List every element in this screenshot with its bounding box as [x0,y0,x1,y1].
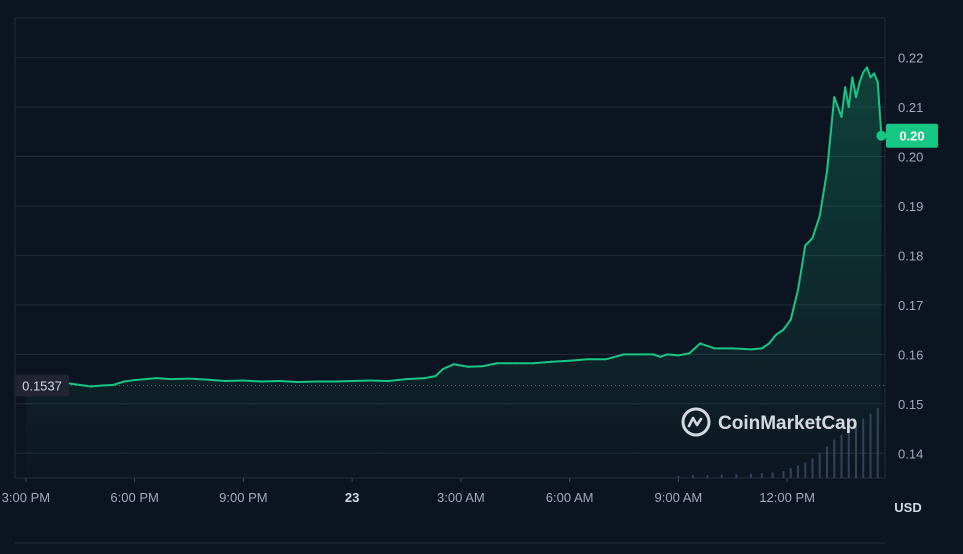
x-tick-label: 12:00 PM [759,490,815,505]
price-line-segment [189,379,207,380]
x-tick-label: 3:00 AM [437,490,485,505]
y-tick-label: 0.15 [898,397,923,412]
y-tick-label: 0.21 [898,100,923,115]
y-tick-label: 0.17 [898,298,923,313]
y-tick-label: 0.14 [898,446,923,461]
y-tick-label: 0.22 [898,51,923,66]
price-line-segment [751,348,762,349]
price-line-segment [146,378,157,379]
y-tick-label: 0.16 [898,347,923,362]
price-line-segment [733,348,751,349]
x-tick-label: 9:00 PM [219,490,267,505]
x-tick-label: 6:00 AM [546,490,594,505]
start-price-label: 0.1537 [22,379,62,394]
y-tick-label: 0.19 [898,199,923,214]
price-line-segment [156,378,171,379]
current-price-dot [876,131,886,141]
price-line-segment [135,379,146,380]
x-tick-label: 9:00 AM [655,490,703,505]
x-tick-label: 6:00 PM [110,490,158,505]
x-tick-label: 3:00 PM [2,490,50,505]
price-line-segment [91,386,102,387]
y-axis: 0.22 0.21 0.20 0.19 0.18 0.17 0.16 0.15 0.14 [898,51,923,462]
price-line-segment [407,378,425,379]
current-price-badge: 0.20 [886,124,938,148]
y-tick-label: 0.20 [898,149,923,164]
watermark-text: CoinMarketCap [718,413,857,434]
currency-label: USD [894,500,921,515]
price-line-segment [552,361,570,362]
price-line-segment [243,381,261,382]
x-axis: 3:00 PM 6:00 PM 9:00 PM 23 3:00 AM 6:00 AM 9:0… [2,478,815,505]
current-price-label: 0.20 [899,129,924,144]
price-line-segment [280,381,298,382]
start-price-badge: 0.1537 [15,375,69,397]
x-tick-label: 23 [345,490,359,505]
y-tick-label: 0.18 [898,248,923,263]
price-line [26,67,882,386]
price-line-segment [668,354,679,355]
